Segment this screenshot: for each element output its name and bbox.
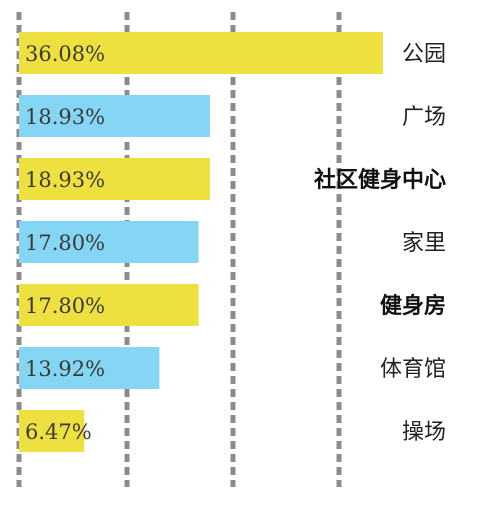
bar-7 — [19, 410, 85, 452]
category-label-7: 操场 — [402, 420, 446, 445]
bar-5 — [19, 284, 199, 326]
value-label-4: 17.80% — [25, 231, 105, 255]
value-label-7: 6.47% — [25, 420, 92, 444]
value-label-3: 18.93% — [25, 168, 105, 192]
value-label-1: 36.08% — [25, 42, 105, 66]
bar-4 — [19, 221, 199, 263]
bar-6 — [19, 347, 160, 389]
bar-1 — [19, 32, 383, 74]
category-label-2: 广场 — [402, 105, 446, 130]
category-label-1: 公园 — [402, 42, 446, 67]
value-label-6: 13.92% — [25, 357, 105, 381]
bars — [19, 32, 383, 452]
bar-3 — [19, 158, 210, 200]
value-labels: 36.08% 18.93% 18.93% 17.80% 17.80% 13.92% 6.47… — [25, 42, 105, 444]
category-label-3: 社区健身中心 — [314, 167, 446, 193]
value-label-2: 18.93% — [25, 105, 105, 129]
category-label-5: 健身房 — [380, 293, 446, 319]
bar-2 — [19, 95, 210, 137]
category-label-6: 体育馆 — [380, 357, 446, 382]
value-label-5: 17.80% — [25, 294, 105, 318]
category-label-4: 家里 — [402, 231, 446, 256]
